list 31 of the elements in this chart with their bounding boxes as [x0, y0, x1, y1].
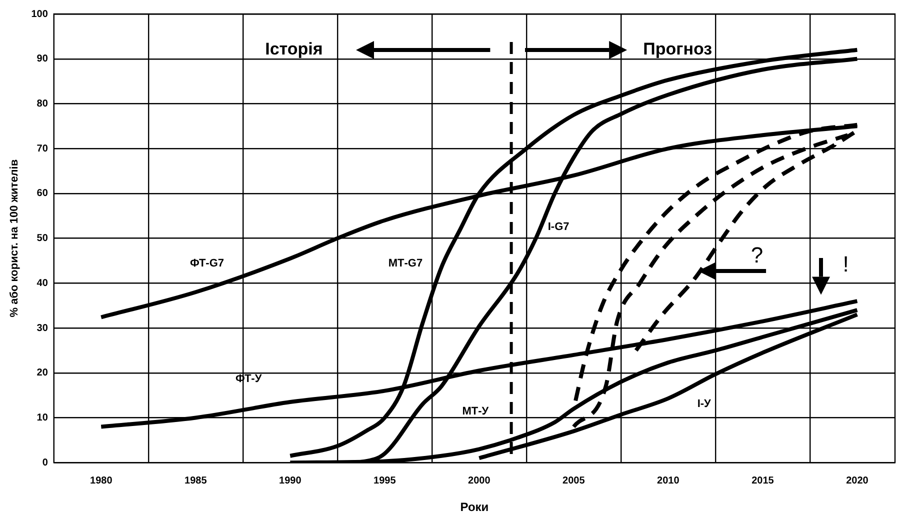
series-label: ФТ-G7	[190, 257, 224, 270]
y-tick-label: 10	[36, 412, 48, 424]
annotation: Історія	[265, 40, 323, 59]
x-tick-label: 2005	[562, 475, 586, 486]
y-tick-label: 90	[36, 54, 48, 65]
x-tick-label: 1980	[90, 475, 113, 486]
series-label: І-У	[697, 398, 712, 410]
x-tick-label: 2000	[468, 475, 491, 486]
y-tick-label: 80	[36, 98, 48, 110]
annotation: ?	[750, 242, 764, 268]
series-label: МТ-G7	[388, 257, 423, 270]
y-tick-label: 0	[42, 457, 48, 468]
x-axis-title: Роки	[460, 500, 489, 514]
x-tick-label: 1985	[184, 475, 208, 486]
x-tick-label: 2015	[752, 475, 774, 486]
y-tick-label: 30	[36, 322, 48, 334]
annotation: Прогноз	[643, 40, 712, 59]
x-tick-label: 2010	[657, 475, 680, 486]
y-tick-label: 20	[36, 368, 48, 379]
y-axis-title: % або корист. на 100 жителів	[8, 159, 21, 318]
x-tick-label: 1995	[374, 475, 396, 486]
annotation: !	[842, 251, 849, 276]
y-tick-label: 50	[36, 233, 48, 244]
x-tick-label: 1990	[279, 475, 302, 486]
y-tick-label: 60	[36, 188, 48, 200]
y-tick-label: 70	[36, 143, 48, 154]
y-tick-label: 40	[36, 278, 48, 289]
text: МТ-У	[462, 405, 489, 418]
series-label: І-G7	[548, 221, 570, 234]
y-tick-label: 100	[31, 8, 48, 20]
x-tick-label: 2020	[846, 475, 869, 486]
